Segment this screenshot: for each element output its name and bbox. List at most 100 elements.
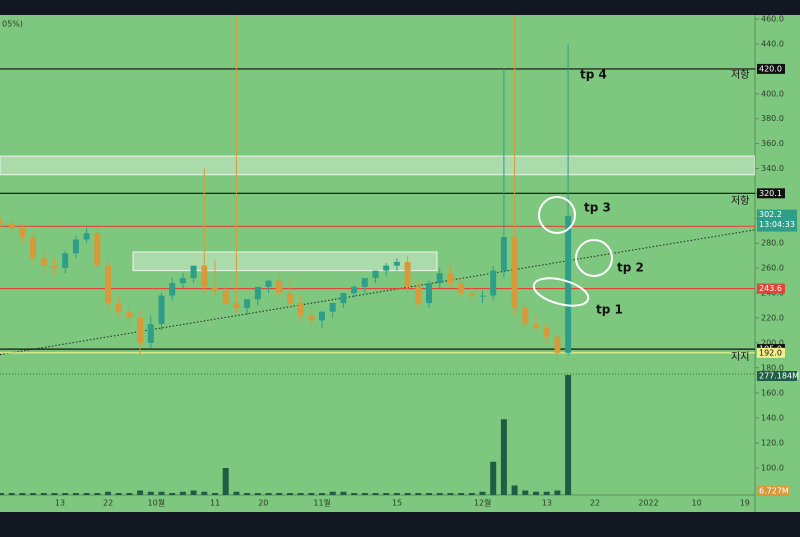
x-tick-label: 11월 — [313, 498, 331, 508]
volume-bar — [126, 493, 133, 495]
volume-avg-tag — [757, 486, 789, 496]
y-tick-label: 460.0 — [761, 15, 784, 24]
candle-body — [83, 233, 90, 240]
level-label: 320.1 — [759, 189, 782, 198]
annotation: 지지 — [731, 351, 749, 363]
candle-body — [340, 293, 347, 304]
volume-bar — [361, 493, 368, 495]
candle-body — [212, 286, 218, 291]
volume-bar — [0, 493, 4, 495]
level-label: 192.0 — [759, 348, 782, 357]
x-tick-label: 22 — [103, 499, 113, 508]
level-tag — [757, 347, 785, 358]
volume-bar — [212, 493, 218, 495]
volume-tag — [757, 371, 797, 381]
volume-bar — [19, 493, 26, 495]
volume-bar — [297, 493, 304, 495]
y-tick-label: 180.0 — [761, 363, 784, 372]
candle-body — [147, 324, 154, 343]
candle-body — [554, 336, 561, 353]
trendline — [0, 229, 755, 356]
volume-bar — [201, 491, 208, 495]
volume-bar — [554, 490, 561, 495]
volume-bar — [319, 493, 325, 495]
candle-body — [351, 286, 358, 294]
volume-bar — [340, 491, 347, 495]
volume-bar — [404, 493, 411, 495]
x-tick-label: 13 — [542, 499, 552, 508]
candle-body — [393, 261, 400, 266]
volume-bar — [329, 491, 336, 495]
volume-bar — [533, 491, 539, 495]
y-tick-label: 360.0 — [761, 139, 784, 148]
volume-bar — [40, 493, 47, 495]
candle-body — [105, 265, 111, 304]
volume-bar — [169, 493, 176, 495]
volume-bar — [479, 491, 486, 495]
candle-body — [254, 286, 261, 300]
candle-body — [297, 303, 304, 316]
candle-body — [276, 280, 283, 294]
volume-bar — [115, 493, 122, 495]
ellipse-tp2 — [575, 239, 613, 277]
candle-body — [72, 239, 79, 254]
candle-body — [329, 303, 336, 312]
y2-tick-label: 140.0 — [761, 414, 784, 423]
y2-tick-label: 100.0 — [761, 464, 784, 473]
candle-body — [222, 290, 229, 304]
candle-body — [19, 228, 26, 238]
candle-body — [319, 311, 325, 321]
volume-bar — [233, 491, 240, 495]
candle-body — [415, 286, 422, 304]
volume-bar — [51, 493, 58, 495]
candle-body — [137, 317, 144, 343]
level-tag — [757, 63, 785, 74]
candle-body — [490, 270, 497, 296]
ellipse-tp3 — [538, 196, 576, 234]
candle-body — [51, 265, 58, 269]
volume-bar — [83, 493, 90, 495]
candle-body — [8, 223, 15, 229]
volume-bar — [511, 485, 518, 495]
last-price-label: 302.2 — [759, 210, 782, 219]
volume-bar — [222, 468, 229, 495]
candle-body — [40, 258, 47, 266]
volume-bar — [351, 493, 358, 495]
level-tag — [757, 188, 785, 199]
annotation: tp 1 — [596, 303, 623, 317]
volume-bar — [265, 493, 272, 495]
volume-bar — [244, 493, 251, 495]
y-tick-label: 400.0 — [761, 89, 784, 98]
candle-body — [233, 303, 240, 308]
candle-body — [533, 324, 539, 328]
volume-bar — [94, 493, 101, 495]
x-tick-label: 13 — [55, 499, 65, 508]
candle-body — [94, 233, 101, 266]
x-tick-label: 2022 — [638, 499, 658, 508]
volume-bar — [137, 490, 144, 495]
candle-body — [244, 299, 251, 308]
y-tick-label: 340.0 — [761, 164, 784, 173]
annotation: 저항 — [731, 69, 749, 81]
volume-bar — [372, 493, 379, 495]
annotation: tp 2 — [617, 261, 644, 275]
candle-body — [62, 253, 69, 269]
level-label: 243.6 — [759, 284, 782, 293]
volume-bar — [105, 491, 111, 495]
candle-body — [30, 237, 37, 259]
y-tick-label: 200.0 — [761, 338, 784, 347]
zone — [132, 251, 438, 272]
x-tick-label: 20 — [258, 499, 268, 508]
x-tick-label: 22 — [590, 499, 600, 508]
volume-bar — [30, 493, 37, 495]
candle-body — [468, 293, 475, 296]
level-tag — [757, 283, 785, 294]
price-pane — [0, 15, 755, 358]
candle-body — [361, 278, 368, 287]
candle-body — [201, 265, 208, 287]
volume-bar — [190, 490, 197, 495]
volume-bar — [500, 419, 507, 495]
volume-bar — [426, 493, 432, 495]
candle-body — [0, 220, 4, 224]
